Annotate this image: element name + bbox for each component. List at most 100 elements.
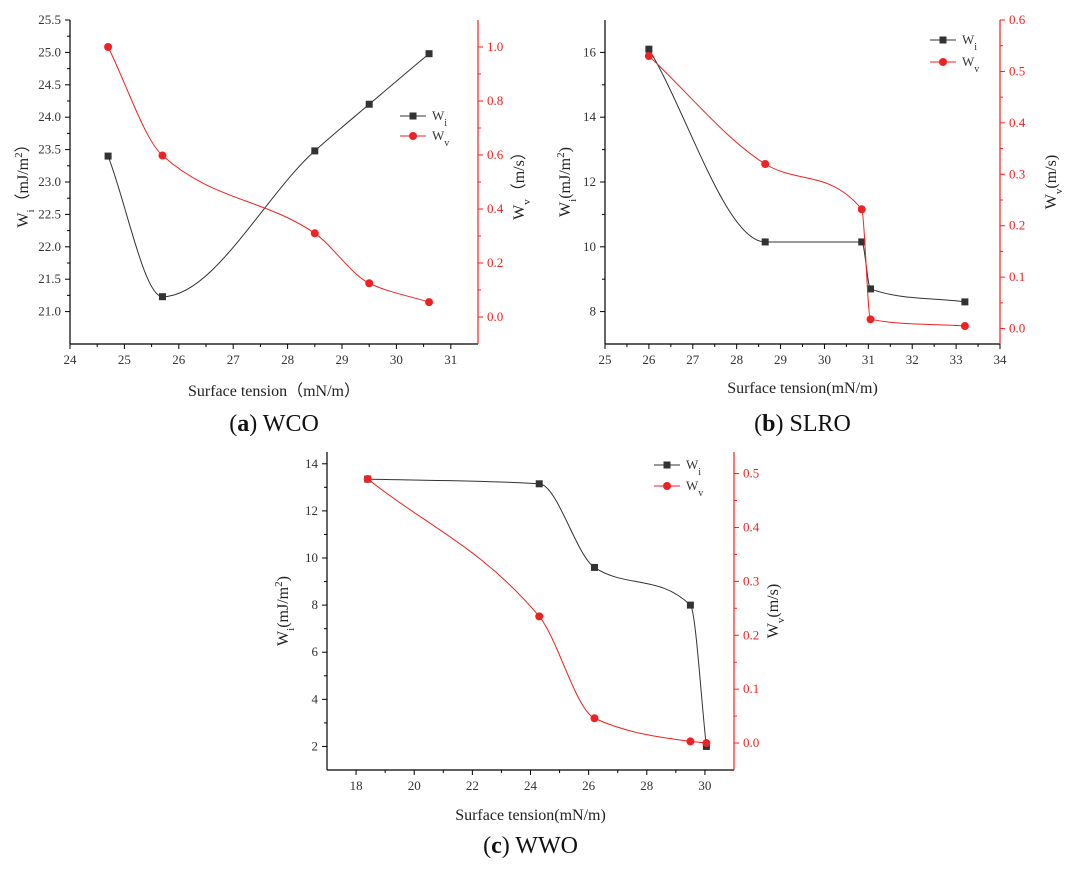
panel-b-series-wi-point bbox=[858, 238, 866, 246]
panel-a-series-wi-legend-marker bbox=[409, 112, 417, 120]
panel-c-left-tick-label: 14 bbox=[305, 456, 319, 471]
panel-a-left-tick-label: 25.5 bbox=[38, 12, 61, 27]
panel-c-x-tick-label: 18 bbox=[350, 778, 363, 793]
panel-c-left-tick-label: 6 bbox=[312, 644, 319, 659]
panel-b-x-tick-label: 31 bbox=[862, 352, 875, 367]
panel-a-x-tick-label: 30 bbox=[390, 352, 403, 367]
panel-a-right-axis-label-sub: v bbox=[521, 199, 533, 205]
panel-b-left-axis-label-end: ) bbox=[557, 147, 574, 152]
panel-c-right-tick-label: 0.3 bbox=[743, 573, 759, 588]
panel-b-left-tick-label: 12 bbox=[583, 174, 596, 189]
panel-c-series-wi-legend-marker bbox=[663, 461, 671, 469]
panel-b-caption-open: ( bbox=[754, 411, 762, 437]
panel-c-left-tick-label: 2 bbox=[312, 738, 319, 753]
panel-a-series-wv-point bbox=[425, 298, 434, 307]
panel-a-series-wi-line bbox=[107, 53, 430, 298]
panel-a-left-tick-label: 23.5 bbox=[38, 142, 61, 157]
panel-a-series-wi-point bbox=[158, 293, 166, 301]
panel-a-series-wv-legend-label: Wv bbox=[432, 128, 449, 149]
panel-b-x-tick-label: 30 bbox=[818, 352, 831, 367]
panel-b-left-tick-label: 14 bbox=[583, 109, 597, 124]
panel-a-x-tick-label: 29 bbox=[336, 352, 349, 367]
panel-a-left-axis-label-end: ） bbox=[14, 136, 32, 152]
panel-a-right-axis-label-unit: （m/s） bbox=[510, 144, 528, 199]
panel-a-caption-open: ( bbox=[229, 411, 237, 437]
panel-b-series-wi-point bbox=[761, 238, 769, 246]
panel-c-right-axis-label-main: W bbox=[765, 622, 782, 638]
panel-b-series-wv-point bbox=[960, 322, 969, 330]
panel-a-right-tick-label: 0.0 bbox=[487, 309, 503, 324]
panel-b-left-tick-label: 16 bbox=[583, 44, 597, 59]
panel-a-caption-close: ) bbox=[249, 411, 257, 437]
panel-b-x-tick-label: 27 bbox=[686, 352, 700, 367]
panel-b-series-wi-legend-name: W bbox=[962, 32, 975, 47]
panel-a-series-wv-legend-marker bbox=[409, 132, 417, 140]
panel-c-series-wv-line bbox=[367, 478, 707, 744]
panel-b-left-axis-label-main: W bbox=[557, 201, 574, 217]
panel-c-caption: (c) WWO bbox=[483, 833, 578, 859]
panel-a-right-tick-label: 0.6 bbox=[487, 147, 504, 162]
panel-a-left-axis-label-sup: 2 bbox=[13, 152, 25, 158]
panel-c-series-wv-legend-sub: v bbox=[698, 488, 703, 499]
panel-b-x-tick-label: 25 bbox=[599, 352, 612, 367]
panel-a-x-axis-label: Surface tension（mN/m） bbox=[188, 382, 360, 400]
panel-a-x-tick-label: 27 bbox=[227, 352, 241, 367]
panel-c-right-axis-label-sub: v bbox=[775, 617, 787, 623]
panel-c-left-axis-label-unit: (mJ/m bbox=[275, 586, 292, 627]
panel-a-series-wv-point bbox=[158, 151, 167, 160]
panel-a-left-tick-label: 24.0 bbox=[38, 109, 61, 124]
panel-a-series-wi-point bbox=[311, 147, 319, 155]
panel-b-right-axis-label-main: W bbox=[1043, 193, 1060, 209]
panel-a-series-wi-point bbox=[365, 100, 373, 108]
panel-a-left-tick-label: 24.5 bbox=[38, 77, 61, 92]
panel-b-series-wv-legend-name: W bbox=[962, 54, 975, 69]
panel-c-caption-text: WWO bbox=[510, 833, 578, 859]
panel-a-series-wv-line bbox=[107, 46, 430, 303]
panel-c-right-axis-label: Wv(m/s) bbox=[765, 584, 787, 638]
panel-c-x-tick-label: 30 bbox=[698, 778, 711, 793]
panel-c-left-axis-label-end: ) bbox=[275, 576, 292, 581]
panel-c-left-axis-label-sup: 2 bbox=[273, 581, 285, 587]
panel-a-right-axis-label-main: W bbox=[511, 204, 528, 220]
panel-c-series-wv-point bbox=[702, 739, 711, 748]
panel-c-series-wv-point bbox=[686, 737, 695, 746]
panel-b-x-tick-label: 29 bbox=[774, 352, 787, 367]
panel-b-x-tick-label: 32 bbox=[906, 352, 919, 367]
panel-a-right-tick-label: 0.8 bbox=[487, 93, 503, 108]
panel-a-series-wv-point bbox=[104, 43, 113, 51]
panel-c-series-wv-legend-label: Wv bbox=[686, 478, 703, 499]
panel-a-chart: 24 25 26 27 28 29 30 3121.021.522.022.523.023.5… bbox=[13, 12, 533, 437]
panel-c-right-tick-label: 0.0 bbox=[743, 735, 759, 750]
panel-b-right-tick-label: 0.2 bbox=[1009, 218, 1025, 233]
panel-b-left-tick-label: 8 bbox=[590, 304, 597, 319]
panel-b-series-wv-point bbox=[866, 315, 875, 324]
panel-b-series-wv-point bbox=[761, 160, 770, 168]
panel-b-series-wi-legend-sub: i bbox=[974, 42, 977, 53]
panel-b-right-tick-label: 0.6 bbox=[1009, 12, 1026, 27]
panel-a-caption: (a) WCO bbox=[229, 411, 319, 437]
panel-a-x-tick-label: 31 bbox=[444, 352, 457, 367]
panel-c-caption-letter: c bbox=[491, 833, 502, 859]
panel-a-x-tick-label: 24 bbox=[64, 352, 78, 367]
panel-a-left-tick-label: 21.0 bbox=[38, 304, 61, 319]
panel-c-left-tick-label: 8 bbox=[312, 597, 319, 612]
panel-a-series-wi-point bbox=[425, 50, 433, 58]
panel-b-series-wv-line bbox=[648, 55, 965, 327]
panel-b-series-wi-point bbox=[867, 285, 875, 293]
panel-c-series-wv-legend-marker bbox=[663, 482, 671, 490]
panel-c-series-wi-point bbox=[590, 563, 598, 571]
panel-b-series-wi-legend-label: Wi bbox=[962, 32, 977, 53]
panel-c-left-axis-label: Wi(mJ/m2) bbox=[273, 576, 297, 646]
panel-b-chart: 25 26 27 28 29 30 31 32 33 34 8 10 12 14 16 0.0 0.1 0.2 0.… bbox=[555, 12, 1065, 437]
panel-c-series-wi-line bbox=[367, 478, 707, 747]
panel-c-series-wv-point bbox=[363, 474, 372, 483]
panel-b-right-axis-label-unit: (m/s) bbox=[1043, 155, 1060, 189]
panel-c-chart: 18 20 22 24 26 28 3024681012140.00.10.20.30.40… bbox=[273, 452, 787, 859]
panel-b-left-tick-label: 10 bbox=[583, 239, 596, 254]
panel-c-right-tick-label: 0.1 bbox=[743, 681, 759, 696]
panel-a-left-tick-label: 22.0 bbox=[38, 239, 61, 254]
panel-b-left-axis-label-sub: i bbox=[567, 199, 579, 202]
panel-c-x-tick-label: 22 bbox=[466, 778, 479, 793]
panel-b-series-wi-point bbox=[645, 45, 653, 53]
